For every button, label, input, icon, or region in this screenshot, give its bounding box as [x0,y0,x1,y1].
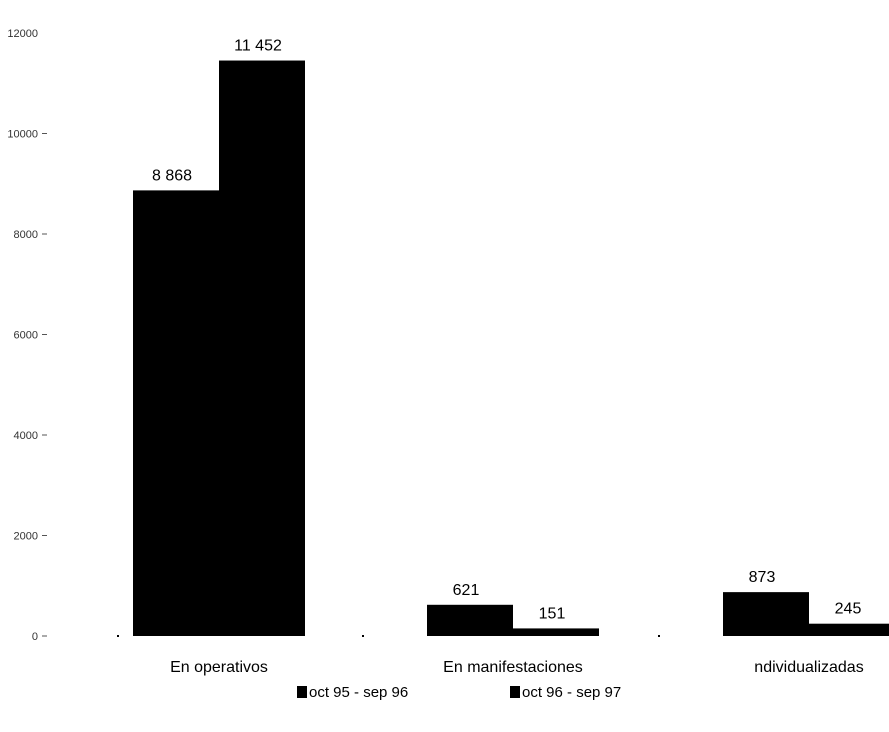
bar-series-2-3 [809,623,889,636]
y-tick-label: 8000 [14,229,38,241]
y-tick-label: 2000 [14,531,38,543]
bars-group [133,60,889,637]
legend-label-series-1: oct 95 - sep 96 [309,684,408,701]
legend: oct 95 - sep 96 oct 96 - sep 97 [297,684,621,701]
data-label: 11 452 [234,38,282,55]
y-tick-label: 10000 [7,129,38,141]
y-tick-label: 6000 [14,330,38,342]
bar-series-2-1 [219,60,305,637]
category-label: En manifestaciones [443,659,583,676]
bar-series-1-1 [133,190,219,636]
data-labels-group: 8 868 11 452 621 151 873 245 [152,38,861,623]
y-tick-label: 0 [32,631,38,643]
category-label: En operativos [170,659,268,676]
y-axis: 0 2000 4000 6000 8000 10000 12000 [7,28,47,643]
bar-series-1-3 [723,592,809,636]
bar-series-2-2 [513,628,599,636]
data-label: 8 868 [152,167,192,184]
legend-label-series-2: oct 96 - sep 97 [522,684,621,701]
data-label: 245 [835,601,862,618]
category-label: ndividualizadas [754,659,863,676]
data-label: 151 [539,605,566,622]
category-labels-group: En operativos En manifestaciones ndividual… [170,659,864,676]
legend-swatch-series-1 [297,686,307,698]
y-tick-label: 4000 [14,430,38,442]
bar-series-1-2 [427,604,513,636]
y-tick-label: 12000 [7,28,38,40]
data-label: 873 [749,569,776,586]
legend-swatch-series-2 [510,686,520,698]
data-label: 621 [453,582,480,599]
